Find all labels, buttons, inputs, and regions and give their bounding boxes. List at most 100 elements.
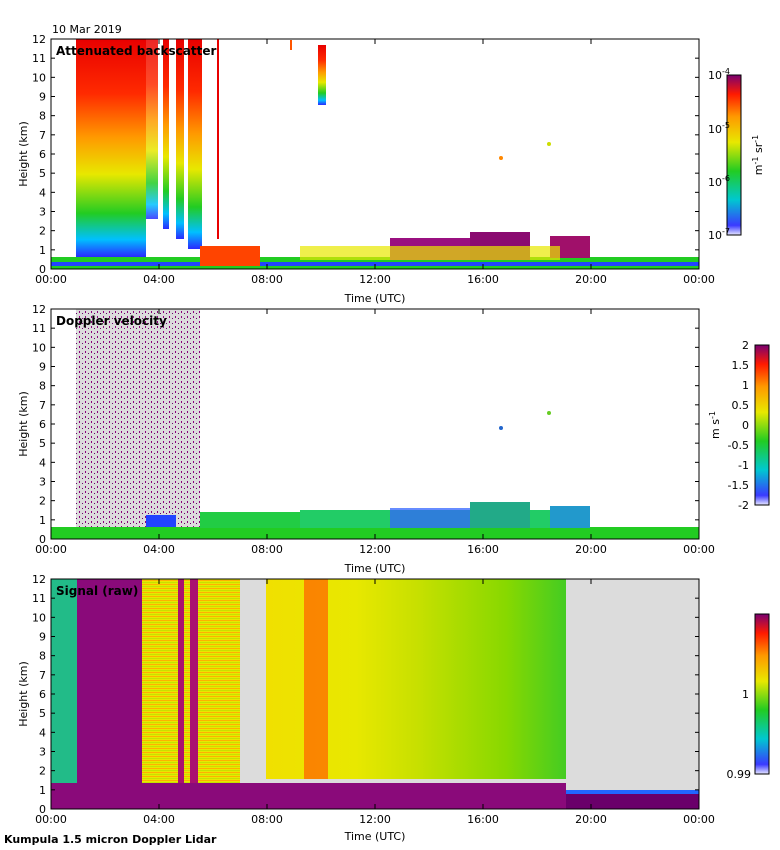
x-tick-label: 00:00 xyxy=(35,813,67,826)
backscatter-column-e xyxy=(290,40,292,50)
x-tick-label: 20:00 xyxy=(575,813,607,826)
colorbar-signal xyxy=(754,613,770,775)
y-tick-label: 9 xyxy=(39,631,46,644)
x-tick-label: 16:00 xyxy=(467,813,499,826)
signal-surface-layer xyxy=(51,783,566,809)
y-tick-label: 6 xyxy=(39,688,46,701)
y-tick-label: 0 xyxy=(39,263,46,276)
signal-column-b xyxy=(190,579,198,797)
x-tick-label: 00:00 xyxy=(683,813,715,826)
cbar-tick-label: -1.5 xyxy=(728,479,749,492)
velocity-speck-1 xyxy=(499,426,503,430)
y-tick-label: 11 xyxy=(32,52,46,65)
cbar-tick-label: 1 xyxy=(742,379,749,392)
y-tick-label: 1 xyxy=(39,244,46,257)
y-tick-label: 10 xyxy=(32,71,46,84)
x-tick-label: 08:00 xyxy=(251,813,283,826)
signal-evening-band xyxy=(566,790,699,794)
y-tick-label: 9 xyxy=(39,361,46,374)
x-axis-signal: 00:00 04:00 08:00 12:00 16:00 20:00 00:00 xyxy=(35,579,715,826)
x-tick-label: 08:00 xyxy=(251,543,283,556)
colorbar-unit-backscatter: m-1 sr-1 xyxy=(751,135,765,175)
colorbar-ticks-backscatter: 10-4 10-5 10-6 10-7 xyxy=(708,67,730,242)
y-tick-label: 0 xyxy=(39,533,46,546)
backscatter-column-f xyxy=(318,45,326,105)
x-tick-label: 12:00 xyxy=(359,813,391,826)
x-label-backscatter: Time (UTC) xyxy=(344,292,406,305)
panel-backscatter: Attenuated backscatter 0123456789101112 … xyxy=(17,33,765,305)
x-tick-label: 04:00 xyxy=(143,813,175,826)
velocity-cloud-3 xyxy=(550,506,590,528)
velocity-early-layer xyxy=(146,515,176,527)
plot-area-backscatter xyxy=(51,39,699,269)
y-tick-label: 11 xyxy=(32,592,46,605)
colorbar-backscatter xyxy=(726,74,742,236)
y-tick-label: 9 xyxy=(39,91,46,104)
panel-title-velocity: Doppler velocity xyxy=(56,314,167,328)
x-tick-label: 12:00 xyxy=(359,543,391,556)
backscatter-column-a xyxy=(163,39,169,229)
x-tick-label: 12:00 xyxy=(359,273,391,286)
cbar-tick-label: -0.5 xyxy=(728,439,749,452)
footer-label: Kumpula 1.5 micron Doppler Lidar xyxy=(4,833,217,846)
y-tick-label: 4 xyxy=(39,726,46,739)
backscatter-column-d xyxy=(217,39,219,239)
y-tick-label: 10 xyxy=(32,611,46,624)
velocity-speckle-region xyxy=(76,309,200,527)
x-tick-label: 00:00 xyxy=(35,543,67,556)
y-tick-label: 3 xyxy=(39,746,46,759)
colorbar-velocity xyxy=(754,344,770,506)
cbar-tick-label: -1 xyxy=(738,459,749,472)
y-label-velocity: Height (km) xyxy=(17,391,30,457)
x-tick-label: 00:00 xyxy=(35,273,67,286)
cbar-tick-label: 0 xyxy=(742,419,749,432)
cbar-tick-label: 1.5 xyxy=(732,359,750,372)
backscatter-dense-low xyxy=(200,246,260,266)
cbar-tick-label: 2 xyxy=(742,339,749,352)
x-tick-label: 04:00 xyxy=(143,273,175,286)
velocity-cloud-1 xyxy=(390,508,470,528)
y-tick-label: 7 xyxy=(39,399,46,412)
y-tick-label: 2 xyxy=(39,495,46,508)
backscatter-speck-2 xyxy=(547,142,551,146)
velocity-field xyxy=(51,309,699,539)
date-label: 10 Mar 2019 xyxy=(52,23,122,36)
panel-title-backscatter: Attenuated backscatter xyxy=(56,44,216,58)
cbar-tick-label: 10-6 xyxy=(708,174,730,189)
signal-gap xyxy=(240,579,266,779)
backscatter-low-band xyxy=(300,246,560,260)
cbar-tick-label: 10-4 xyxy=(708,67,730,82)
x-tick-label: 00:00 xyxy=(683,543,715,556)
y-tick-label: 7 xyxy=(39,669,46,682)
x-tick-label: 16:00 xyxy=(467,273,499,286)
y-tick-label: 2 xyxy=(39,765,46,778)
y-tick-label: 11 xyxy=(32,322,46,335)
y-tick-label: 0 xyxy=(39,803,46,816)
cbar-tick-label: 0.99 xyxy=(727,768,752,781)
y-tick-label: 5 xyxy=(39,707,46,720)
x-axis-backscatter: 00:00 04:00 08:00 12:00 16:00 20:00 00:00 xyxy=(35,39,715,286)
y-tick-label: 12 xyxy=(32,303,46,316)
backscatter-speck-1 xyxy=(499,156,503,160)
y-tick-label: 6 xyxy=(39,418,46,431)
velocity-surface-layer xyxy=(51,527,699,539)
x-tick-label: 04:00 xyxy=(143,543,175,556)
backscatter-column-early xyxy=(146,39,158,219)
backscatter-column-night xyxy=(76,39,146,257)
signal-night-edge xyxy=(51,579,77,797)
y-tick-label: 1 xyxy=(39,784,46,797)
x-label-signal: Time (UTC) xyxy=(344,830,406,843)
x-tick-label: 16:00 xyxy=(467,543,499,556)
velocity-cloud-2 xyxy=(470,502,530,528)
y-tick-label: 12 xyxy=(32,33,46,46)
signal-red-streak xyxy=(304,579,328,779)
backscatter-column-c xyxy=(188,39,202,249)
y-tick-label: 12 xyxy=(32,573,46,586)
colorbar-ticks-velocity: 2 1.5 1 0.5 0 -0.5 -1 -1.5 -2 xyxy=(728,339,749,512)
y-label-signal: Height (km) xyxy=(17,661,30,727)
